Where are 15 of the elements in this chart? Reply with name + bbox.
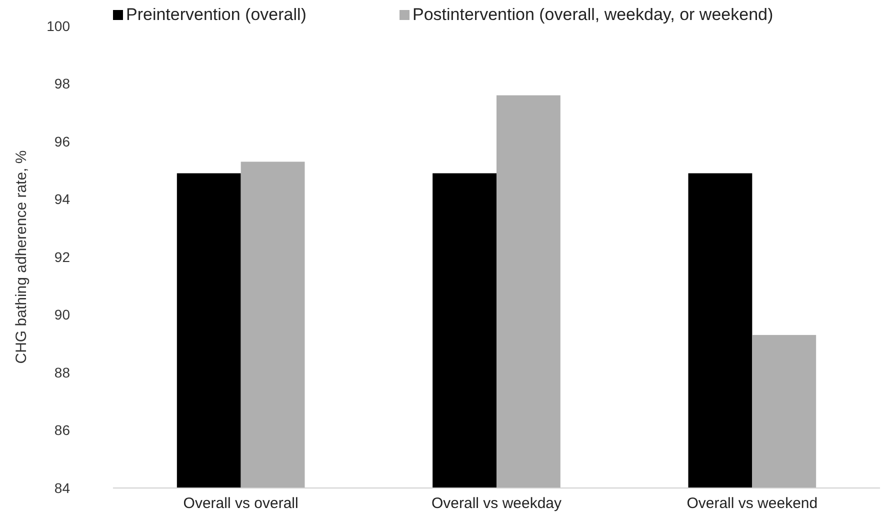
x-tick-label: Overall vs overall <box>183 495 298 512</box>
y-tick-label: 90 <box>54 306 70 323</box>
y-tick-label: 94 <box>54 191 70 208</box>
y-tick-label: 92 <box>54 248 70 265</box>
legend-label: Postintervention (overall, weekday, or weekend) <box>412 5 774 24</box>
y-tick-label: 100 <box>46 18 70 34</box>
y-tick-label: 86 <box>54 422 70 438</box>
y-tick-label: 84 <box>54 480 70 496</box>
legend-label: Preintervention (overall) <box>126 5 306 24</box>
y-tick-label: 98 <box>54 76 70 92</box>
y-axis-title: CHG bathing adherence rate, % <box>13 150 30 364</box>
y-tick-label: 96 <box>54 133 70 150</box>
x-tick-label: Overall vs weekend <box>686 495 818 512</box>
y-tick-label: 88 <box>54 364 70 380</box>
x-tick-label: Overall vs weekday <box>431 495 562 512</box>
